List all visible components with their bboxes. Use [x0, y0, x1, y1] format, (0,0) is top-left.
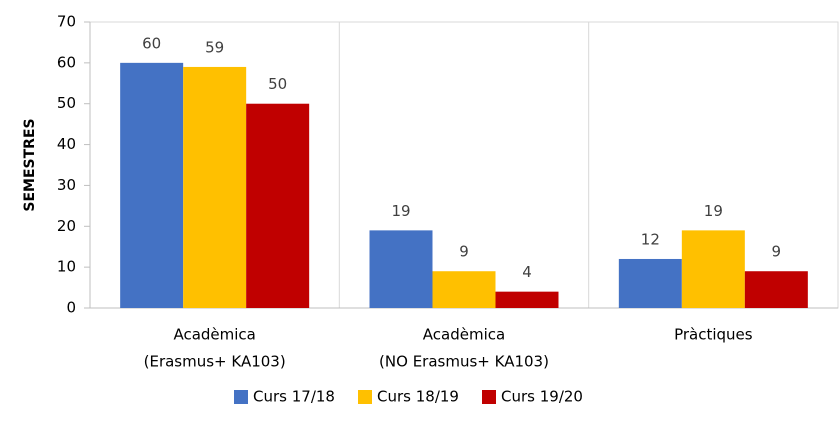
bar — [432, 271, 496, 308]
legend-label: Curs 17/18 — [253, 388, 335, 406]
bar — [369, 230, 433, 308]
x-tick-label: Pràctiques — [674, 326, 753, 344]
legend-swatch — [358, 390, 372, 404]
bar — [183, 66, 247, 308]
y-tick-label: 60 — [57, 53, 76, 71]
bar — [495, 291, 559, 308]
y-tick-label: 50 — [57, 94, 76, 112]
value-label: 9 — [459, 243, 469, 261]
y-tick-label: 10 — [57, 258, 76, 276]
value-label: 19 — [391, 202, 410, 220]
bar — [246, 103, 310, 308]
y-tick-label: 20 — [57, 217, 76, 235]
value-label: 9 — [772, 243, 782, 261]
legend-swatch — [482, 390, 496, 404]
value-label: 4 — [522, 263, 532, 281]
value-label: 50 — [268, 75, 287, 93]
value-label: 60 — [142, 34, 161, 52]
bar — [744, 271, 808, 308]
legend-label: Curs 19/20 — [501, 388, 583, 406]
value-label: 59 — [205, 38, 224, 56]
bar — [681, 230, 745, 308]
bar — [618, 258, 682, 308]
y-tick-label: 40 — [57, 135, 76, 153]
x-tick-label: Acadèmica — [423, 326, 505, 344]
x-tick-label: (NO Erasmus+ KA103) — [379, 353, 549, 371]
bar — [120, 62, 184, 308]
value-label: 12 — [641, 230, 660, 248]
y-tick-label: 0 — [66, 299, 76, 317]
y-axis-label: SEMESTRES — [22, 118, 38, 211]
legend-label: Curs 18/19 — [377, 388, 459, 406]
x-tick-label: Acadèmica — [173, 326, 255, 344]
y-tick-label: 30 — [57, 176, 76, 194]
value-label: 19 — [704, 202, 723, 220]
x-tick-label: (Erasmus+ KA103) — [144, 353, 286, 371]
legend-swatch — [234, 390, 248, 404]
y-tick-label: 70 — [57, 13, 76, 31]
